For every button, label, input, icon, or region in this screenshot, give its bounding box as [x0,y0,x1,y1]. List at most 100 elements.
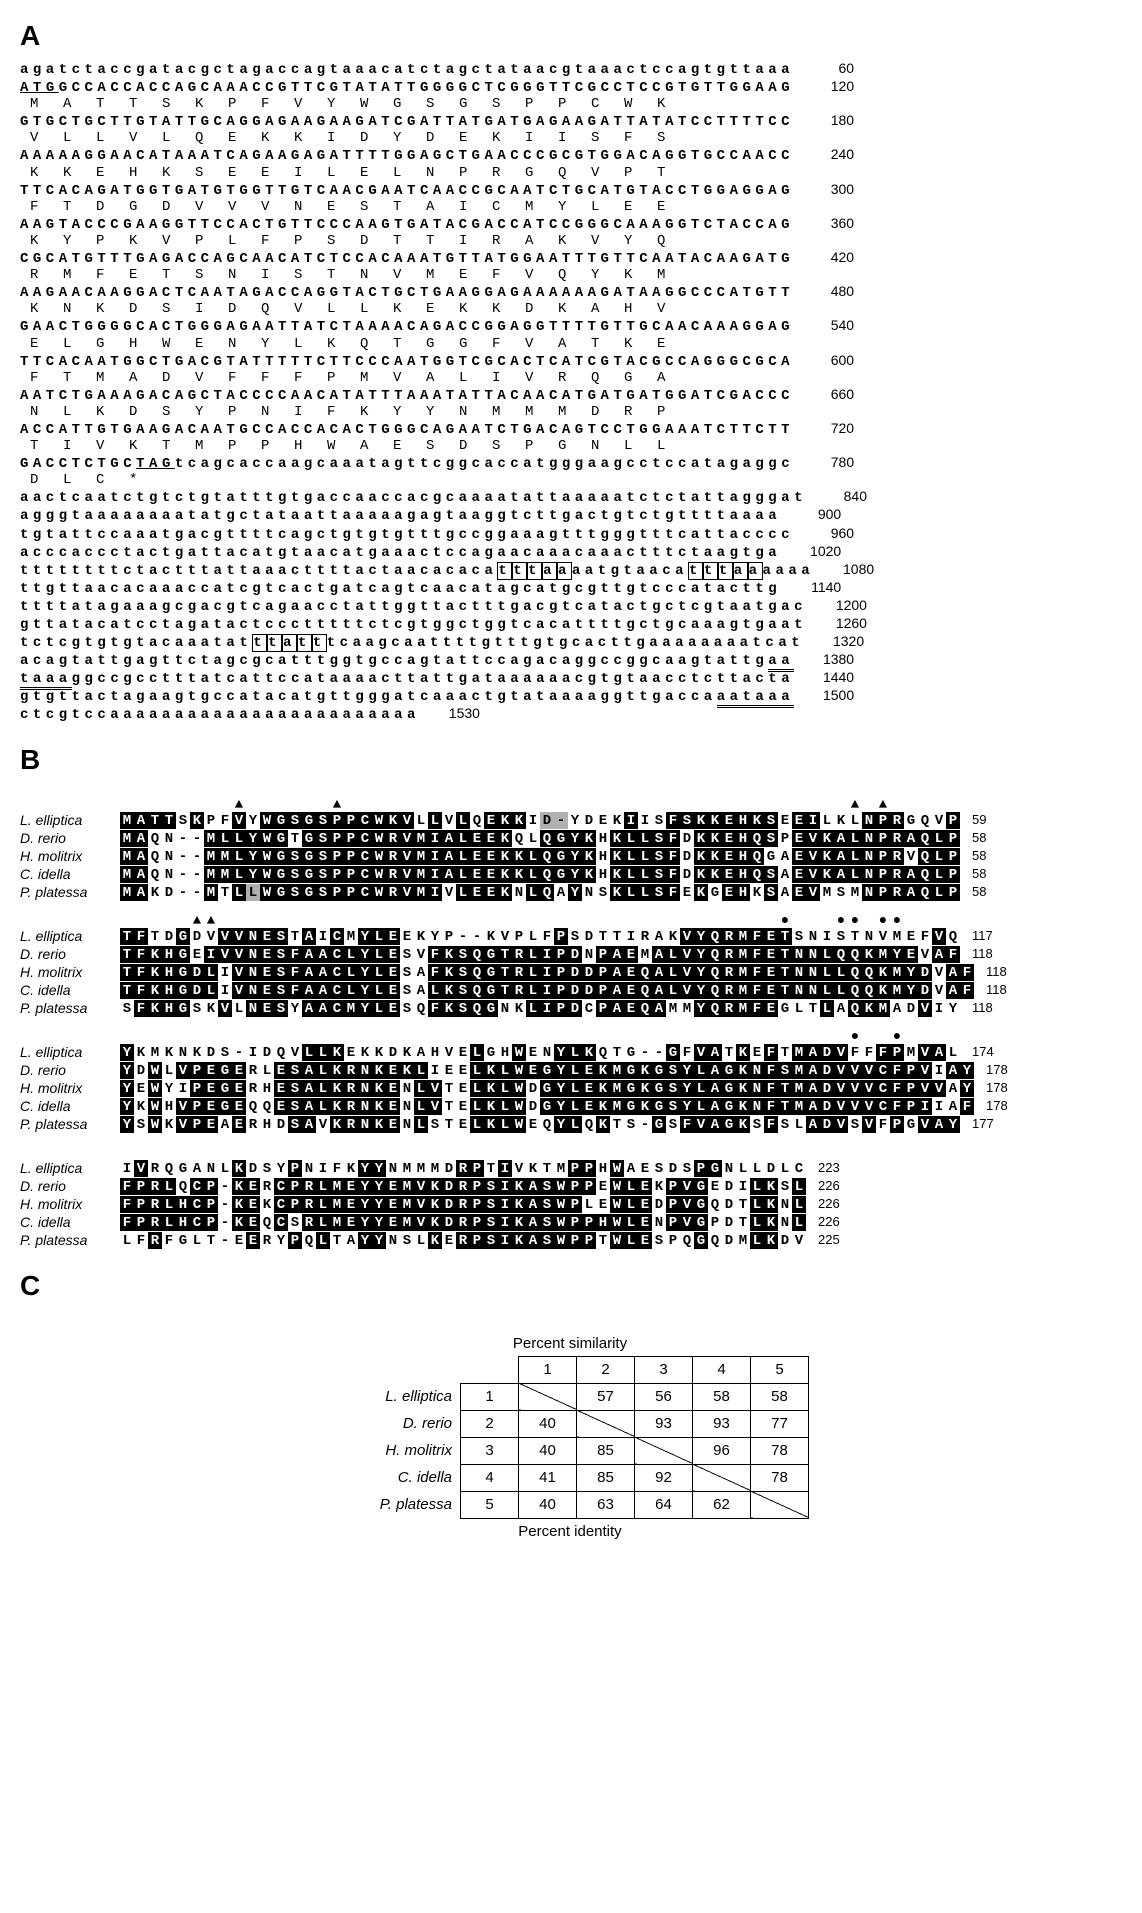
alignment-position-number: 117 [972,928,993,945]
alignment-sequence: FPRLQCP-KERCPRLMEYYEMVKDRPSIKASWPPEWLEKP… [120,1178,806,1195]
matrix-cell: 40 [519,1491,577,1518]
nucleotide-row: AAGAACAAGGACTCAATAGACCAGGTACTGCTGAAGGAGA… [20,285,794,301]
matrix-column-header: 5 [751,1356,809,1383]
alignment-sequence: MAQN--MLLYWGTGSPPCWRVMIALEEKQLQGYKHKLLSF… [120,830,960,847]
matrix-column-header: 4 [693,1356,751,1383]
protein-translation-row: KNKDSIDQVLLKEKKDKAHV [30,301,690,317]
matrix-cell: 78 [751,1464,809,1491]
nucleotide-row: ttttatagaaagcgacgtcagaacctattggttactttga… [20,599,807,615]
sequence-position-number: 300 [814,181,854,197]
matrix-row-header: 4 [461,1464,519,1491]
alignment-sequence: FPRLHCP-KEQCSRLMEYYEMVKDRPSIKASWPPHWLENP… [120,1214,806,1231]
matrix-cell: 57 [577,1383,635,1410]
sequence-position-number: 1320 [824,633,864,649]
species-label: H. molitrix [20,1195,120,1213]
nucleotide-row: AATCTGAAAGACAGCTACCCCAACATATTTAAATATTACA… [20,388,794,404]
sequence-position-number: 840 [827,488,867,504]
sequence-position-number: 1380 [814,651,854,667]
nucleotide-row: tctcgtgtgtacaaatatttatttcaagcaattttgtttg… [20,635,804,651]
alignment-sequence: LFRFGLT-EERYPQLTAYYNSLKERPSIKASWPPTWLESP… [120,1232,806,1249]
sequence-position-number: 1500 [814,687,854,703]
sequence-position-number: 420 [814,249,854,265]
sequence-position-number: 720 [814,420,854,436]
matrix-cell [751,1491,809,1518]
sequence-position-number: 360 [814,215,854,231]
matrix-species-label: H. molitrix [331,1437,461,1464]
alignment-sequence: TFKHGEIVVNESFAACLYLESVFKSQGTRLIPDNPAEMAL… [120,946,960,963]
matrix-column-header: 3 [635,1356,693,1383]
sequence-position-number: 1530 [440,705,480,721]
alignment-sequence: MAQN--MMLYWGSGSPPCWRVMIALEEKKLQGYKHKLLSF… [120,848,960,865]
matrix-cell: 77 [751,1410,809,1437]
matrix-cell: 63 [577,1491,635,1518]
matrix-cell: 40 [519,1437,577,1464]
nucleotide-row: GTGCTGCTTGTATTGCAGGAGAAGAAGATCGATTATGATG… [20,114,794,130]
matrix-cell [519,1383,577,1410]
nucleotide-row: gttatacatcctagatactccctttttctcgtggctggtc… [20,617,807,633]
nucleotide-row: GAACTGGGGCACTGGGAGAATTATCTAAAACAGACCGGAG… [20,319,794,335]
nucleotide-row: ctcgtccaaaaaaaaaaaaaaaaaaaaaaaa [20,707,420,723]
sequence-position-number: 660 [814,386,854,402]
alignment-sequence: TFTDGDVVVNESTAICMYLEEKYP--KVPLFPSDTTIRAK… [120,928,960,945]
nucleotide-row: gtgttactagaagtgccatacatgttgggatcaaactgta… [20,689,794,705]
matrix-cell [635,1437,693,1464]
sequence-block: agatctaccgatacgctagaccagtaaacatctagctata… [20,60,1122,724]
matrix-cell: 85 [577,1464,635,1491]
species-label: H. molitrix [20,1079,120,1097]
alignment-position-number: 58 [972,848,986,865]
matrix-cell: 64 [635,1491,693,1518]
alignment-sequence: YEWYIPEGERHESALKRNKENLVTELKLWDGYLEKMGKGS… [120,1080,974,1097]
sequence-position-number: 1020 [801,543,841,559]
nucleotide-row: ACCATTGTGAAGACAATGCCACCACACTGGGCAGAATCTG… [20,422,794,438]
nucleotide-row: acccaccctactgattacatgtaacatgaaactccagaac… [20,545,781,561]
alignment-position-number: 118 [972,1000,993,1017]
species-label: C. idella [20,1213,120,1231]
nucleotide-row: ttttttttctactttattaaacttttactaacacacattt… [20,563,814,579]
identity-similarity-table: 12345L. elliptica157565858D. rerio240939… [331,1356,809,1519]
protein-translation-row: DLC* [30,472,162,488]
alignment-marker-row: ●● [120,1028,1122,1044]
alignment-sequence: YKMKNKDS-IDQVLLKEKKDKAHVELGHWENYLKQTG--G… [120,1044,960,1061]
panel-a-label: A [20,20,1122,52]
matrix-species-label: D. rerio [331,1410,461,1437]
nucleotide-row: ATGGCCACCACCAGCAAACCGTTCGTATATTGGGGCTCGG… [20,80,794,96]
sequence-position-number: 60 [814,60,854,76]
species-label: P. platessa [20,883,120,901]
nucleotide-row: ttgttaacacaaaccatcgtcactgatcagtcaacatagc… [20,581,781,597]
matrix-cell: 93 [635,1410,693,1437]
alignment-sequence: FPRLHCP-KEKCPRLMEYYEMVKDRPSIKASWPLEWLEDP… [120,1196,806,1213]
nucleotide-row: agggtaaaaaaaatatgctataattaaaaagagtaaggtc… [20,508,781,524]
nucleotide-row: aactcaatctgtctgtatttgtgaccaaccacgcaaaata… [20,490,807,506]
nucleotide-row: tgtattccaaatgacgttttcagctgtgtgtttgccggaa… [20,527,794,543]
matrix-column-header: 1 [519,1356,577,1383]
species-label: P. platessa [20,999,120,1017]
nucleotide-row: taaaggccgcctttatcattccataaaacttattgataaa… [20,671,794,687]
nucleotide-row: TTCACAATGGCTGACGTATTTTTCTTCCCAATGGTCGCAC… [20,354,794,370]
nucleotide-row: CGCATGTTTGAGACCAGCAACATCTCCACAAATGTTATGG… [20,251,794,267]
alignment-position-number: 174 [972,1044,994,1061]
protein-translation-row: FTMADVFFFPMVALIVRQGA [30,370,690,386]
matrix-cell: 78 [751,1437,809,1464]
sequence-position-number: 1260 [827,615,867,631]
matrix-row-header: 2 [461,1410,519,1437]
matrix-cell: 58 [693,1383,751,1410]
alignment-position-number: 58 [972,884,986,901]
species-label: C. idella [20,1097,120,1115]
sequence-position-number: 960 [814,525,854,541]
species-label: D. rerio [20,1177,120,1195]
matrix-cell: 92 [635,1464,693,1491]
matrix-row-header: 1 [461,1383,519,1410]
alignment-position-number: 118 [986,982,1007,999]
alignment-position-number: 226 [818,1178,840,1195]
panel-b-label: B [20,744,1122,776]
nucleotide-row: AAGTACCCGAAGGTTCCACTGTTCCCAAGTGATACGACCA… [20,217,794,233]
species-label: L. elliptica [20,811,120,829]
alignment-marker-row: ▲▲●●●●● [120,912,1122,928]
species-label: C. idella [20,865,120,883]
alignment-position-number: 226 [818,1196,840,1213]
alignment-sequence: MAQN--MMLYWGSGSPPCWRVMIALEEKKLQGYKHKLLSF… [120,866,960,883]
alignment-position-number: 225 [818,1232,840,1249]
sequence-position-number: 600 [814,352,854,368]
alignment-sequence: TFKHGDLIVNESFAACLYLESAFKSQGTRLIPDDPAEQAL… [120,964,974,981]
species-label: P. platessa [20,1231,120,1249]
